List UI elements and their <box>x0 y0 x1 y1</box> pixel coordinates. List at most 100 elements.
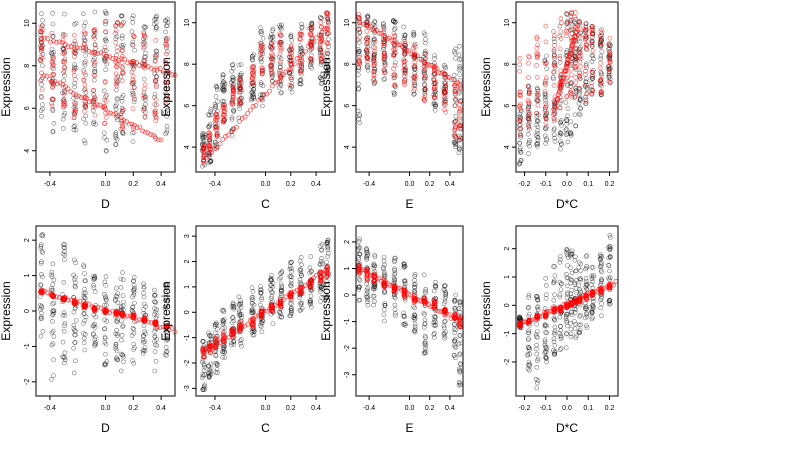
fitted-trend-point <box>275 79 281 85</box>
observed-point <box>103 56 108 61</box>
observed-point <box>381 59 387 65</box>
observed-point <box>62 32 68 38</box>
observed-point <box>91 92 96 97</box>
fitted-point <box>120 48 125 53</box>
fitted-point <box>568 92 574 97</box>
fitted-trend-point <box>68 89 74 95</box>
observed-point <box>154 54 159 59</box>
fitted-point <box>551 116 557 121</box>
fitted-point <box>270 59 275 65</box>
observed-point <box>113 142 118 147</box>
observed-point <box>401 37 407 42</box>
fitted-point <box>259 67 265 73</box>
observed-point <box>382 76 388 81</box>
fitted-point <box>278 68 284 73</box>
fitted-trend-point <box>121 117 127 123</box>
fitted-trend-point <box>256 97 262 103</box>
fitted-point <box>142 82 148 88</box>
observed-point <box>153 16 159 22</box>
fitted-point <box>92 94 98 100</box>
fitted-trend-point <box>225 132 231 138</box>
fitted-point <box>526 60 531 66</box>
fitted-point <box>557 46 563 52</box>
fitted-point <box>517 55 523 61</box>
observed-point <box>568 320 573 326</box>
observed-point <box>132 47 137 53</box>
observed-point <box>207 159 213 164</box>
y-tick-label: 1 <box>184 285 191 289</box>
fitted-trend-point <box>253 103 259 108</box>
observed-point <box>131 13 136 19</box>
y-tick-label: 4 <box>344 145 351 149</box>
fitted-point <box>153 108 158 114</box>
fitted-point <box>81 70 87 76</box>
observed-point <box>131 79 137 85</box>
observed-point <box>50 33 56 39</box>
fitted-trend-point <box>157 66 163 72</box>
observed-point <box>324 54 330 59</box>
fitted-point <box>230 102 236 107</box>
observed-point <box>164 130 169 135</box>
observed-point <box>572 326 578 332</box>
fitted-trend-point <box>242 114 248 120</box>
fitted-trend-point <box>104 53 110 59</box>
observed-point <box>231 108 236 114</box>
observed-point <box>381 254 387 260</box>
observed-point <box>268 36 274 42</box>
fitted-points <box>200 264 331 360</box>
y-tick-label: 8 <box>184 62 191 66</box>
observed-point <box>371 27 377 33</box>
observed-point <box>258 80 264 85</box>
fitted-trend-point <box>47 76 52 82</box>
observed-point <box>102 9 108 14</box>
fitted-trend-point <box>169 72 175 78</box>
fitted-point <box>153 102 159 108</box>
fitted-point <box>325 11 331 17</box>
x-tick-label: 0.4 <box>156 405 166 412</box>
fitted-point <box>114 45 120 50</box>
observed-point <box>61 113 67 118</box>
observed-point <box>576 111 582 117</box>
fitted-point <box>206 146 212 152</box>
fitted-trend-point <box>55 81 60 87</box>
fitted-point <box>213 127 219 133</box>
fitted-point <box>287 82 293 88</box>
observed-point <box>365 65 370 71</box>
observed-point <box>392 26 397 32</box>
observed-point <box>50 57 56 62</box>
fitted-trend-point <box>155 137 161 143</box>
x-tick-label: -0.4 <box>363 405 375 412</box>
observed-point <box>60 126 66 131</box>
observed-point <box>299 48 305 54</box>
observed-point <box>131 326 137 332</box>
fitted-trend-point <box>236 119 242 124</box>
fitted-point <box>50 72 56 77</box>
fitted-point <box>60 33 66 39</box>
observed-point <box>578 268 584 274</box>
fitted-trend-point <box>128 59 133 65</box>
fitted-trend-point <box>136 62 142 68</box>
observed-point <box>355 72 361 77</box>
fitted-point <box>558 16 564 21</box>
observed-point <box>270 26 276 32</box>
observed-point <box>576 282 582 288</box>
fitted-trend-point <box>250 103 256 109</box>
fitted-point <box>259 44 264 50</box>
fitted-point <box>578 64 583 69</box>
fitted-point <box>251 72 257 78</box>
fitted-point <box>115 48 120 54</box>
fitted-point <box>153 118 158 124</box>
observed-point <box>277 61 283 67</box>
fitted-trend-point <box>163 70 169 76</box>
observed-point <box>551 339 557 345</box>
fitted-trend-point <box>52 79 58 84</box>
fitted-trend-point <box>297 55 303 61</box>
fitted-point <box>113 71 119 77</box>
observed-point <box>371 36 377 42</box>
observed-point <box>62 11 67 17</box>
observed-point <box>307 265 313 271</box>
observed-points <box>38 9 171 154</box>
